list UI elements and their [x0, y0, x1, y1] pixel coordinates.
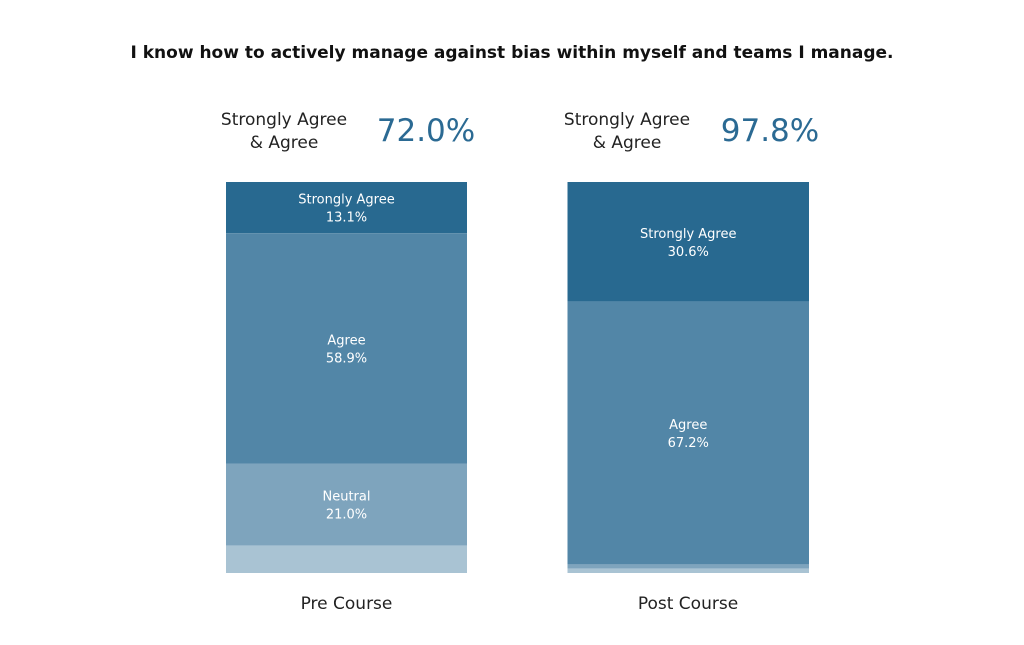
segment-value-label: 30.6% — [668, 245, 709, 260]
bar-segment-other — [226, 545, 467, 573]
summary-label-line2: & Agree — [593, 133, 662, 153]
segment-name-label: Agree — [327, 333, 365, 348]
summary-label-line1: Strongly Agree — [221, 110, 347, 130]
summary-value: 72.0% — [377, 113, 475, 149]
category-label-post-course: Post Course — [638, 594, 738, 614]
bar-segment-strongly-agree — [226, 182, 467, 234]
bar-segment-neutral — [567, 564, 809, 569]
summary-pre: Strongly Agree & Agree 72.0% — [221, 110, 475, 153]
segment-value-label: 58.9% — [326, 351, 367, 366]
segment-name-label: Strongly Agree — [640, 227, 737, 242]
summary-post: Strongly Agree & Agree 97.8% — [564, 110, 819, 153]
segment-name-label: Agree — [669, 418, 707, 433]
segment-name-label: Neutral — [323, 490, 371, 505]
segment-value-label: 13.1% — [326, 211, 367, 226]
chart-title: I know how to actively manage against bi… — [130, 43, 893, 63]
bar-segment-agree — [226, 233, 467, 464]
bar-segment-neutral — [226, 463, 467, 546]
segment-name-label: Strongly Agree — [298, 193, 395, 208]
summary-value: 97.8% — [721, 113, 819, 149]
segment-value-label: 21.0% — [326, 508, 367, 523]
summary-label-line1: Strongly Agree — [564, 110, 690, 130]
bars-group: Strongly Agree 13.1% Agree 58.9% Neutral 21.0… — [226, 182, 809, 573]
summary-label-line2: & Agree — [250, 133, 319, 153]
category-label-pre-course: Pre Course — [301, 594, 393, 614]
bar-segment-other — [567, 568, 809, 573]
bar-segment-strongly-agree — [567, 182, 809, 302]
segment-value-label: 67.2% — [668, 436, 709, 451]
bar-segment-agree — [567, 301, 809, 565]
